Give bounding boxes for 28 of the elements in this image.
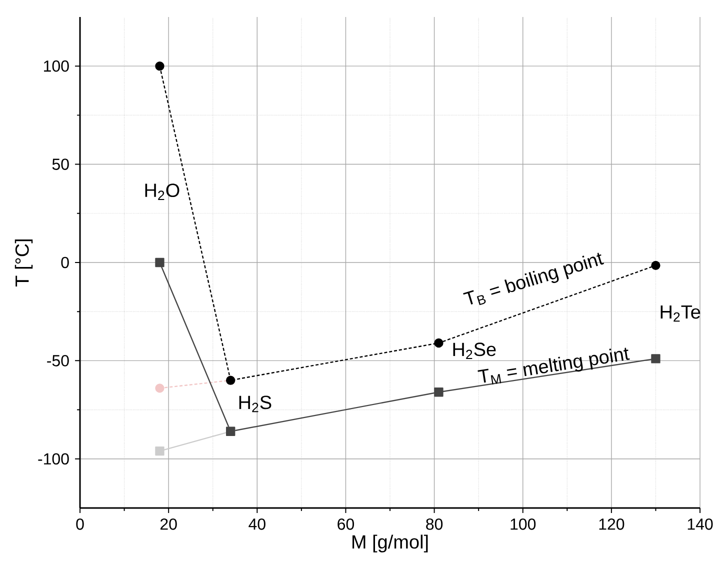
y-tick-label: 50 [52,158,69,170]
point [651,354,660,364]
annotation: H$_{2}$S [239,396,272,412]
y-tick-label: -100 [38,453,69,465]
point [651,260,660,270]
y-tick-label: -50 [47,355,69,366]
point [155,384,164,393]
x-tick-label: 120 [599,518,624,530]
y-axis-title: T [°C] [14,239,33,286]
point [434,338,444,348]
x-tick-label: 40 [248,518,266,530]
x-axis-title: M [g/mol] [352,534,428,552]
y-tick-label: 0 [61,256,69,268]
x-tick-label: 100 [510,518,536,530]
annotation: H$_{2}$Te [660,305,700,322]
y-tick-label: 100 [44,60,69,72]
x-tick-label: 80 [426,518,443,530]
annotation: H$_{2}$Se [453,342,496,360]
x-tick-label: 20 [160,518,177,530]
x-tick-label: 0 [76,518,84,530]
point [434,388,444,397]
x-tick-label: 140 [688,518,713,530]
x-tick-label: 60 [338,518,354,530]
annotation: H$_{2}$O [145,184,180,200]
point [155,62,164,71]
annotation: T$_{B}$ = boiling point [463,252,604,306]
point [155,258,164,268]
point [155,446,164,456]
